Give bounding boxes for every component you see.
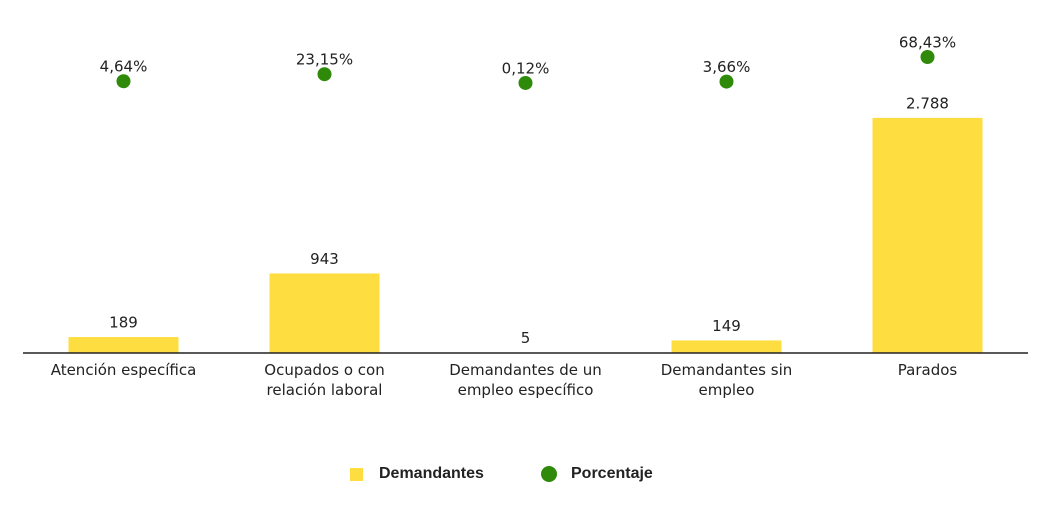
bar xyxy=(671,340,782,353)
legend-label: Demandantes xyxy=(379,465,484,482)
dot-label: 23,15% xyxy=(296,51,353,69)
bar-label: 189 xyxy=(109,314,138,332)
dot xyxy=(518,75,533,90)
x-tick-label: Parados xyxy=(897,361,958,379)
bar xyxy=(68,337,179,353)
bar-label: 149 xyxy=(712,317,741,335)
x-tick-label: Atención específica xyxy=(50,361,197,379)
legend-swatch xyxy=(350,468,363,481)
bar-label: 5 xyxy=(521,329,531,347)
dot xyxy=(317,67,332,82)
x-tick-label: Demandantes sin empleo xyxy=(660,361,793,399)
legend-label: Porcentaje xyxy=(571,465,653,482)
x-tick-label: Demandantes de un empleo específico xyxy=(449,361,602,399)
legend-swatch xyxy=(541,466,557,482)
bar-label: 2.788 xyxy=(906,94,949,112)
dot xyxy=(719,74,734,89)
bar xyxy=(872,117,983,354)
dot-label: 3,66% xyxy=(703,58,751,76)
dot-label: 68,43% xyxy=(899,33,956,51)
dot xyxy=(920,49,935,64)
dot xyxy=(116,74,131,89)
x-tick-label: Ocupados o con relación laboral xyxy=(264,361,385,399)
dot-label: 4,64% xyxy=(100,58,148,76)
bar-label: 943 xyxy=(310,250,339,268)
dot-label: 0,12% xyxy=(502,59,550,77)
bar xyxy=(269,273,380,353)
